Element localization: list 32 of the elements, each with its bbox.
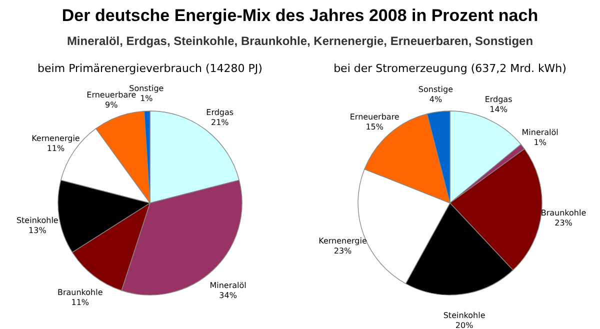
text: Mineralöl, Erdgas, Steinkohle, Braunkohle, Kernenergie, Erneuerbaren, Sonstigen bbox=[66, 34, 534, 48]
chart-title: beim Primärenergieverbrauch (14280 PJ) bbox=[38, 62, 262, 75]
data-label: 13% bbox=[28, 226, 47, 235]
slice-label: Sonstige bbox=[418, 84, 454, 94]
slice-label: Mineralöl bbox=[522, 128, 558, 138]
data-label: 23% bbox=[554, 218, 573, 228]
slice-label: Kernenergie bbox=[318, 236, 367, 246]
data-label: 20% bbox=[455, 321, 474, 329]
data-label: 34% bbox=[219, 291, 238, 300]
data-label: 11% bbox=[46, 144, 65, 153]
data-label: 21% bbox=[210, 118, 230, 127]
data-label: 15% bbox=[366, 122, 384, 132]
slice-label: Kernenergie bbox=[32, 134, 80, 143]
data-label: 9% bbox=[105, 100, 118, 110]
data-label: 23% bbox=[334, 246, 352, 256]
text: Der deutsche Energie-Mix des Jahres 2008 in Prozent nach bbox=[60, 5, 540, 26]
data-label: 14% bbox=[490, 104, 508, 114]
slice-label: Erneuerbare bbox=[86, 90, 136, 100]
slice-label: Steinkohle bbox=[443, 311, 486, 320]
data-label: 4% bbox=[429, 94, 442, 104]
slice-label: Erdgas bbox=[206, 108, 234, 117]
slice-label: Erdgas bbox=[484, 94, 512, 104]
slice-label: Steinkohle bbox=[16, 216, 58, 225]
slice-label: Erneuerbare bbox=[350, 112, 400, 122]
chart-title: bei der Stromerzeugung (637,2 Mrd. kWh) bbox=[334, 62, 566, 75]
data-label: 1% bbox=[140, 94, 154, 104]
slice-label: Mineralöl bbox=[210, 281, 246, 290]
slice-label: Braunkohle bbox=[540, 208, 586, 218]
data-label: 1% bbox=[534, 138, 547, 148]
slice-label: Braunkohle bbox=[57, 288, 103, 298]
slice-label: Sonstige bbox=[129, 84, 164, 94]
data-label: 11% bbox=[71, 298, 90, 308]
